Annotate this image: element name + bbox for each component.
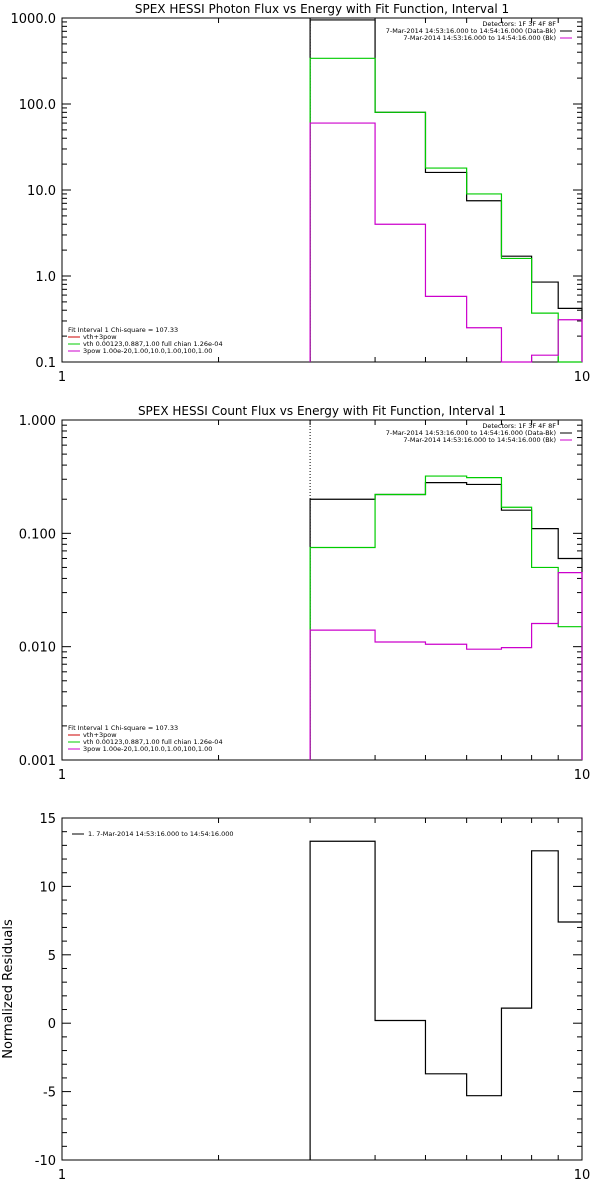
series-3-line [309, 122, 583, 363]
legend-right-entry: 7-Mar-2014 14:53:16.000 to 14:54:16.000 … [386, 27, 556, 35]
plot-frame [61, 817, 583, 1161]
panel-2 [61, 419, 583, 761]
legend-right-entry: Detectors: 1F 3F 4F 8F [482, 20, 556, 28]
legend-left-header: Fit Interval 1 Chi-square = 107.33 [68, 724, 178, 732]
legend-left-entry: vth+3pow [83, 333, 117, 341]
series-2-line [309, 475, 583, 760]
y-tick-label: 1000.0 [11, 12, 57, 27]
y-axis-label: Normalized Residuals [1, 919, 16, 1059]
series-1-line [309, 482, 583, 760]
x-tick-label: 1 [58, 768, 66, 783]
chart-title: SPEX HESSI Count Flux vs Energy with Fit… [138, 404, 506, 418]
y-tick-label: 1.000 [19, 414, 56, 429]
series-1-line [309, 840, 582, 1160]
panel-1 [61, 17, 583, 363]
series-2-line [309, 57, 582, 363]
legend-left-entry: 1. 7-Mar-2014 14:53:16.000 to 14:54:16.0… [88, 830, 234, 838]
x-tick-label: 10 [574, 1168, 591, 1183]
legend-right-entry: 7-Mar-2014 14:53:16.000 to 14:54:16.000 … [403, 34, 556, 42]
y-tick-label: 15 [39, 812, 56, 827]
y-tick-label: 0 [48, 1017, 56, 1032]
y-tick-label: 10.0 [27, 184, 56, 199]
legend-left-entry: vth 0.00123,0.887,1.00 full chian 1.26e-… [83, 340, 223, 348]
y-tick-label: 5 [48, 949, 56, 964]
y-tick-label: 0.100 [19, 527, 56, 542]
chart-title: SPEX HESSI Photon Flux vs Energy with Fi… [135, 2, 509, 16]
legend-left-entry: 3pow 1.00e-20,1.00,10.0,1.00,100,1.00 [83, 745, 212, 753]
legend-left-entry: 3pow 1.00e-20,1.00,10.0,1.00,100,1.00 [83, 347, 212, 355]
legend-left-entry: vth+3pow [83, 731, 117, 739]
plot-frame [61, 419, 583, 761]
legend-left-header: Fit Interval 1 Chi-square = 107.33 [68, 326, 178, 334]
y-tick-label: 100.0 [19, 98, 56, 113]
legend-left-entry: vth 0.00123,0.887,1.00 full chian 1.26e-… [83, 738, 223, 746]
y-tick-label: -10 [35, 1154, 56, 1169]
y-tick-label: -5 [43, 1086, 56, 1101]
y-tick-label: 0.001 [19, 754, 56, 769]
legend-right-entry: Detectors: 1F 3F 4F 8F [482, 422, 556, 430]
legend-right-entry: 7-Mar-2014 14:53:16.000 to 14:54:16.000 … [403, 436, 556, 444]
panel-3 [61, 817, 583, 1161]
plot-frame [61, 17, 583, 363]
x-tick-label: 1 [58, 370, 66, 385]
y-tick-label: 0.1 [35, 356, 56, 371]
series-1-line [309, 19, 583, 362]
y-tick-label: 1.0 [35, 270, 56, 285]
series-3-line [309, 572, 583, 760]
x-tick-label: 10 [574, 370, 591, 385]
legend-right-entry: 7-Mar-2014 14:53:16.000 to 14:54:16.000 … [386, 429, 556, 437]
y-tick-label: 0.010 [19, 641, 56, 656]
y-tick-label: 10 [39, 880, 56, 895]
x-tick-label: 1 [58, 1168, 66, 1183]
x-tick-label: 10 [574, 768, 591, 783]
